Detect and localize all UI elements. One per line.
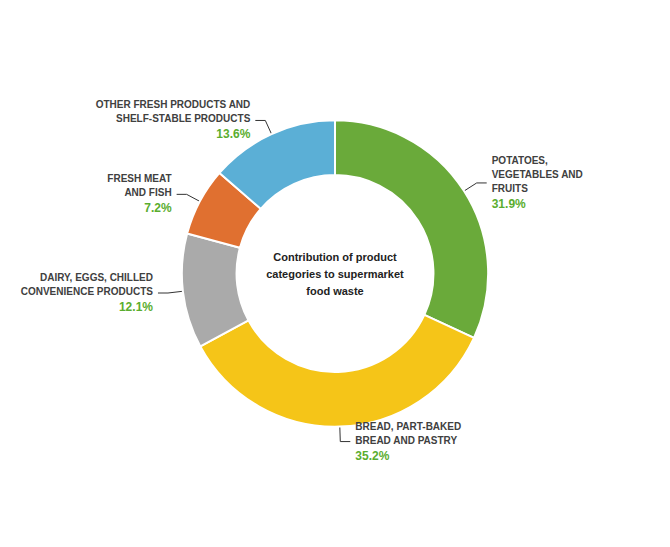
svg-text:BREAD, PART-BAKED: BREAD, PART-BAKED <box>355 421 461 432</box>
svg-text:13.6%: 13.6% <box>216 127 250 141</box>
svg-text:CONVENIENCE PRODUCTS: CONVENIENCE PRODUCTS <box>21 286 154 297</box>
svg-text:SHELF-STABLE PRODUCTS: SHELF-STABLE PRODUCTS <box>116 113 251 124</box>
svg-text:12.1%: 12.1% <box>119 300 153 314</box>
svg-text:FRUITS: FRUITS <box>492 183 528 194</box>
svg-text:AND FISH: AND FISH <box>124 187 171 198</box>
svg-text:POTATOES,: POTATOES, <box>492 155 548 166</box>
svg-text:FRESH MEAT: FRESH MEAT <box>107 173 171 184</box>
svg-text:food waste: food waste <box>306 285 363 297</box>
svg-text:BREAD AND PASTRY: BREAD AND PASTRY <box>355 435 457 446</box>
svg-text:categories to supermarket: categories to supermarket <box>266 268 404 280</box>
svg-text:VEGETABLES AND: VEGETABLES AND <box>492 169 583 180</box>
svg-text:35.2%: 35.2% <box>355 449 389 463</box>
svg-text:OTHER FRESH PRODUCTS AND: OTHER FRESH PRODUCTS AND <box>96 99 251 110</box>
svg-text:Contribution of product: Contribution of product <box>273 251 397 263</box>
svg-text:7.2%: 7.2% <box>144 201 172 215</box>
svg-text:DAIRY, EGGS, CHILLED: DAIRY, EGGS, CHILLED <box>40 272 153 283</box>
svg-text:31.9%: 31.9% <box>492 197 526 211</box>
